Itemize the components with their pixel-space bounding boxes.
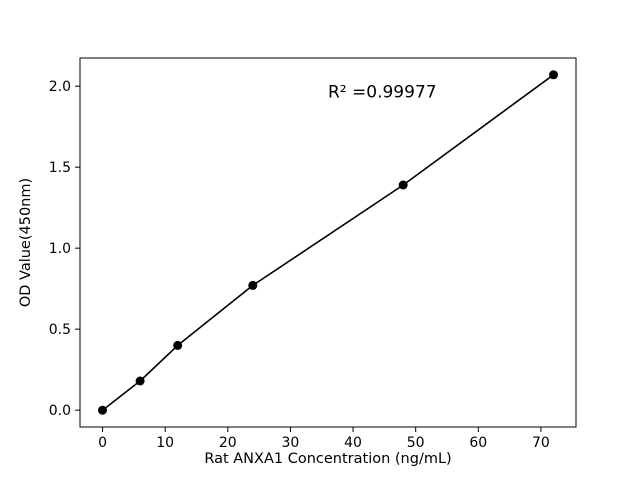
x-axis-label: Rat ANXA1 Concentration (ng/mL) bbox=[204, 451, 451, 467]
x-tick-label: 50 bbox=[407, 435, 425, 451]
plot-border bbox=[79, 57, 577, 428]
data-point bbox=[248, 280, 258, 290]
x-tick-label: 70 bbox=[532, 435, 550, 451]
y-tick-label: 2.0 bbox=[49, 79, 71, 95]
x-tick-label: 0 bbox=[98, 435, 107, 451]
y-tick-label: 1.0 bbox=[49, 241, 71, 257]
y-tick-label: 1.5 bbox=[49, 160, 71, 176]
data-point bbox=[173, 340, 183, 350]
fit-line bbox=[102, 74, 554, 411]
data-point bbox=[135, 376, 145, 386]
y-tick-label: 0.5 bbox=[49, 322, 71, 338]
x-tick-label: 60 bbox=[469, 435, 487, 451]
data-point bbox=[549, 70, 558, 80]
x-tick-label: 30 bbox=[282, 435, 300, 451]
y-tick-label: 0.0 bbox=[49, 403, 71, 419]
x-tick-label: 10 bbox=[156, 435, 174, 451]
x-tick-label: 20 bbox=[219, 435, 237, 451]
y-axis-label: OD Value(450nm) bbox=[18, 178, 34, 307]
data-point bbox=[98, 405, 107, 415]
data-point bbox=[398, 180, 408, 190]
r-squared-annotation: R² =0.99977 bbox=[328, 83, 437, 103]
x-tick-label: 40 bbox=[344, 435, 362, 451]
